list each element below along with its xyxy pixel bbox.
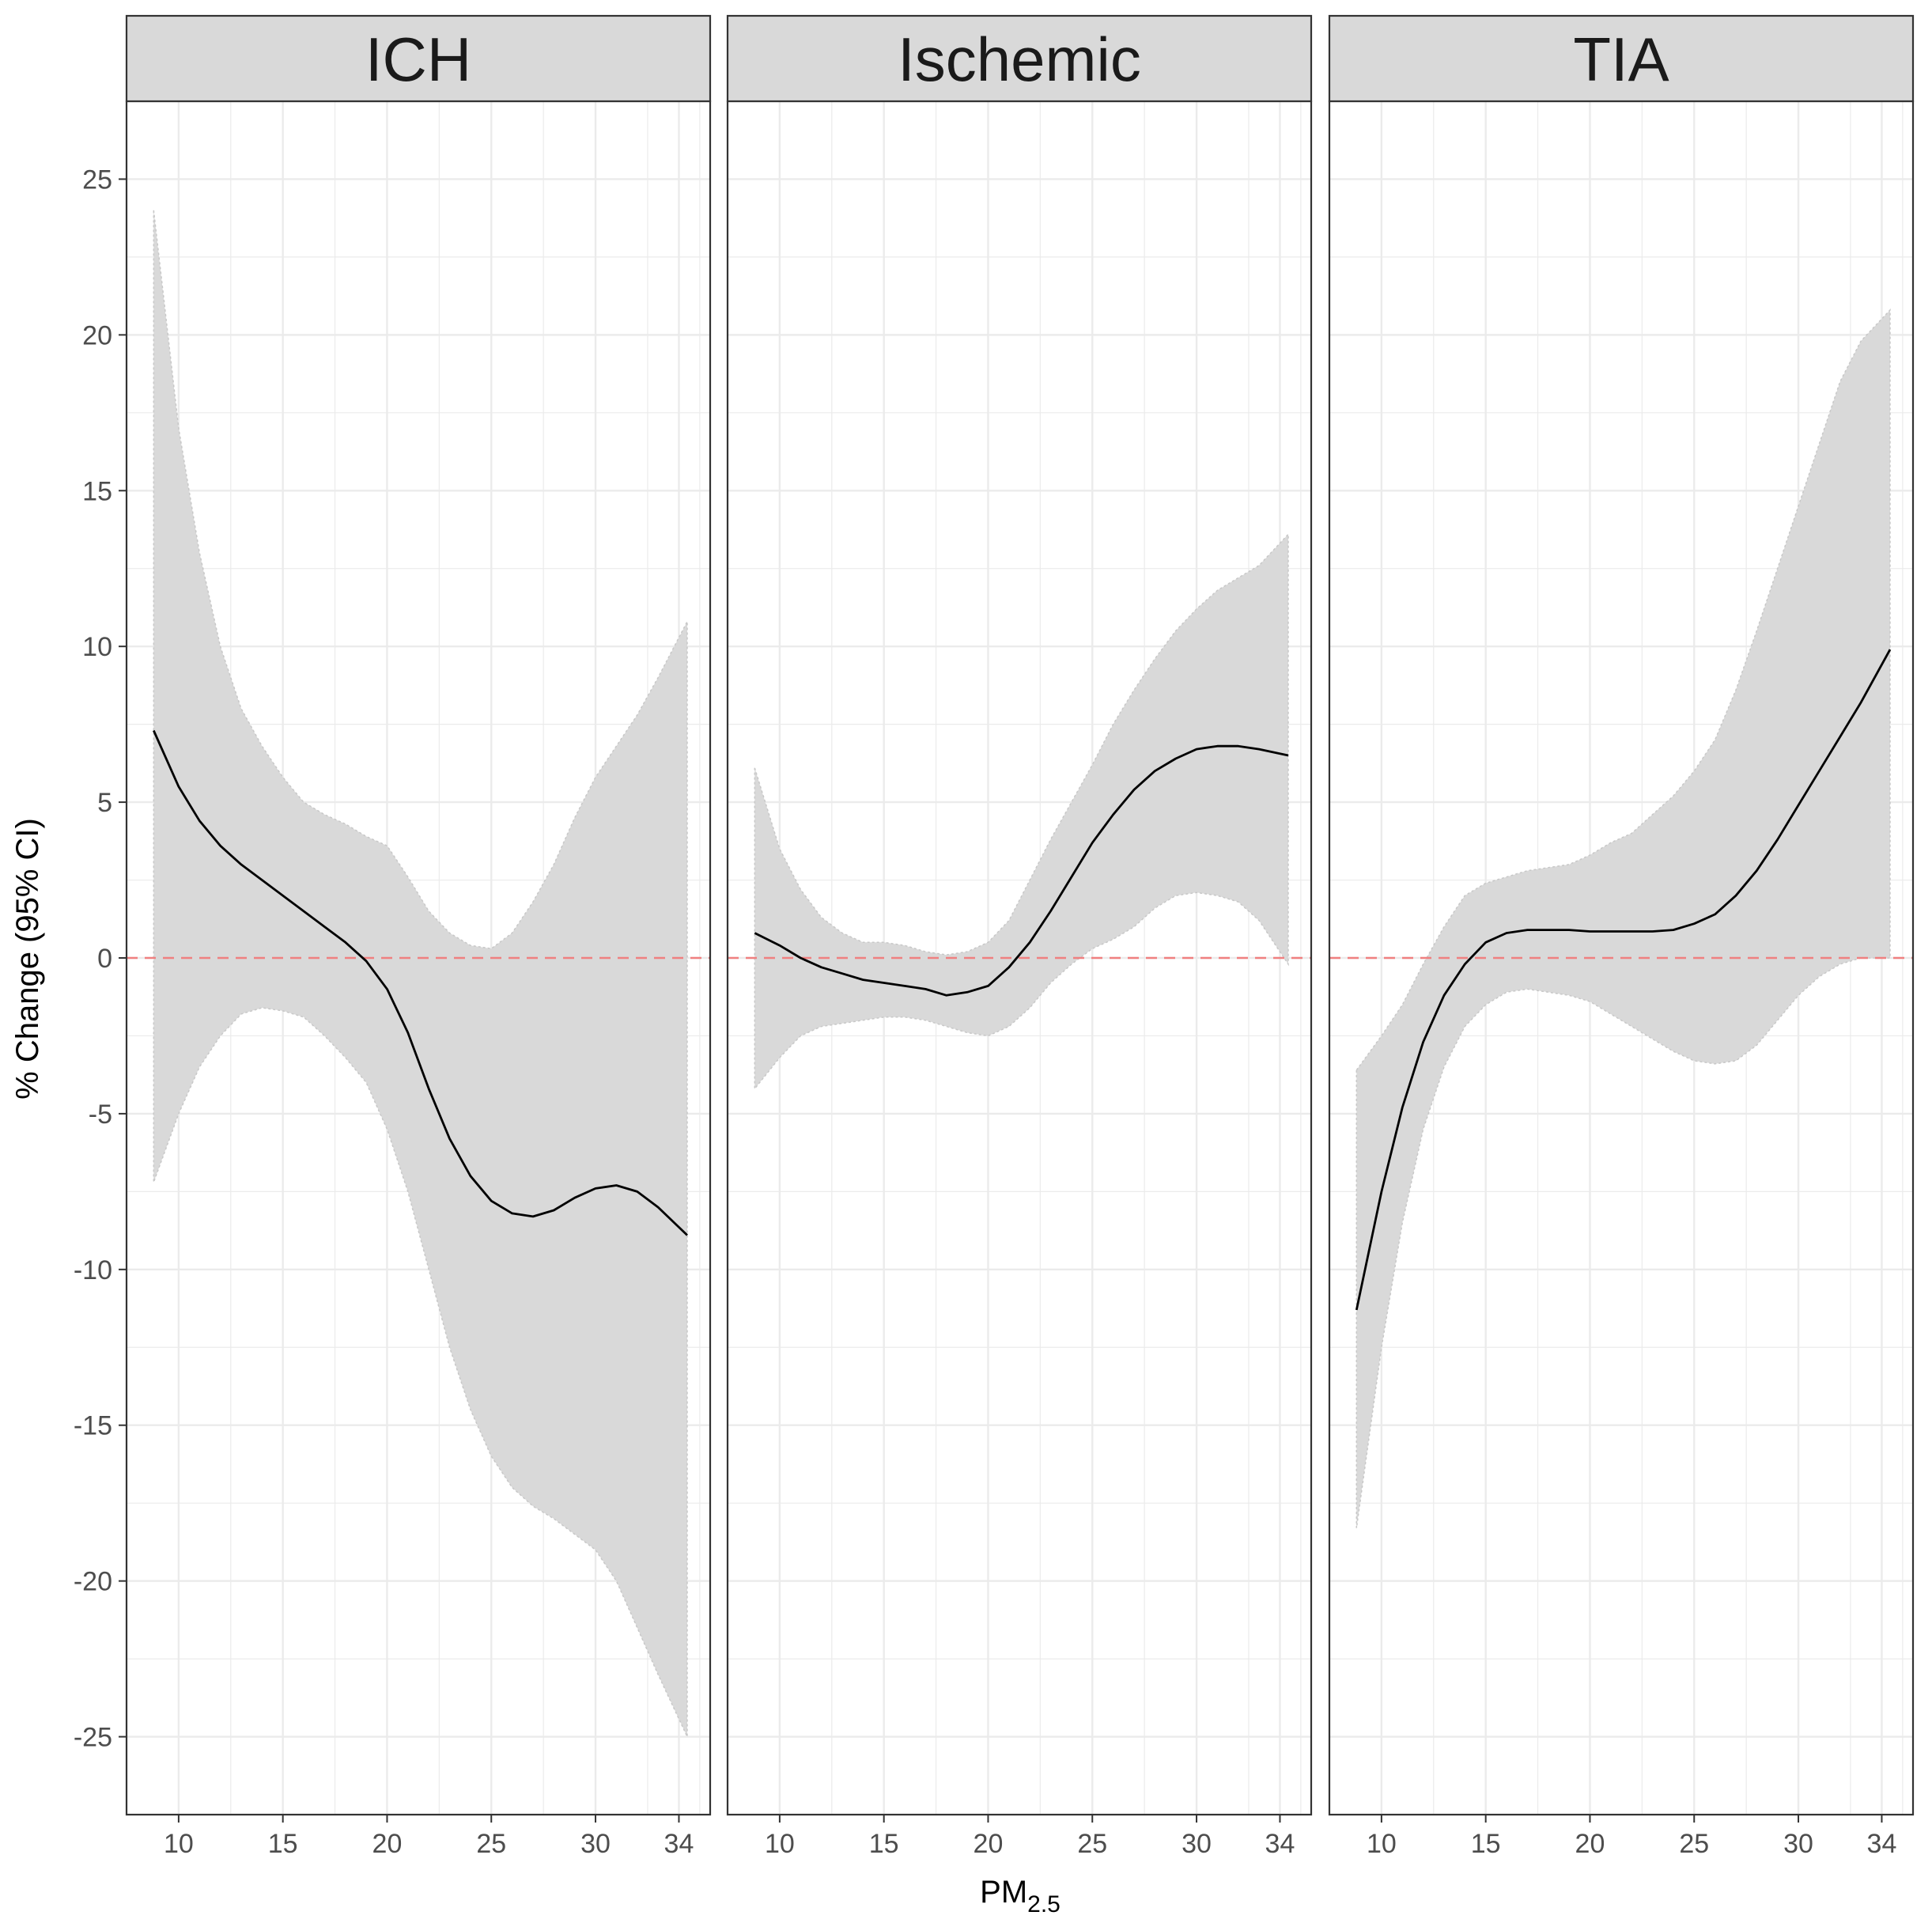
panel-ich: ICH 10 15 20 25 30 34 xyxy=(125,14,712,1859)
y-axis: 25 20 15 10 5 0 -5 -10 -15 -20 -25 xyxy=(74,165,127,1753)
x-tick-label: 20 xyxy=(372,1829,403,1859)
x-tick-label: 10 xyxy=(164,1829,194,1859)
x-tick-label: 25 xyxy=(1679,1829,1709,1859)
y-tick-label: -25 xyxy=(74,1723,112,1753)
facet-label-ich: ICH xyxy=(365,25,471,94)
facet-label-tia: TIA xyxy=(1573,25,1669,94)
x-tick-label: 34 xyxy=(1867,1829,1897,1859)
confidence-band xyxy=(1355,309,1891,1528)
series-line-tia xyxy=(1355,649,1892,1311)
y-tick-label: 5 xyxy=(97,788,112,818)
y-tick-label: 15 xyxy=(82,476,112,506)
y-tick-label: -20 xyxy=(74,1567,112,1597)
panels-group: ICH 10 15 20 25 30 34 Ischemic 10 15 20 25 30 34 TIA 10… xyxy=(125,14,1915,1859)
x-tick-label: 15 xyxy=(869,1829,899,1859)
x-axis-title: PM2.5 xyxy=(980,1875,1061,1917)
x-tick-label: 30 xyxy=(1783,1829,1813,1859)
series-line-ich xyxy=(153,729,688,1236)
facet-strip xyxy=(1328,14,1915,103)
y-tick-label: -5 xyxy=(89,1100,112,1130)
x-tick-label: 20 xyxy=(974,1829,1004,1859)
x-tick-label: 10 xyxy=(1367,1829,1397,1859)
y-axis-title: % Change (95% CI) xyxy=(10,818,45,1100)
x-tick-label: 10 xyxy=(765,1829,795,1859)
y-tick-label: 20 xyxy=(82,320,112,350)
facet-strip xyxy=(125,14,712,103)
x-axis-title-subscript: 2.5 xyxy=(1027,1891,1061,1917)
y-tick-label: 25 xyxy=(82,165,112,195)
x-tick-label: 25 xyxy=(476,1829,506,1859)
x-tick-label: 30 xyxy=(1182,1829,1212,1859)
y-tick-label: 0 xyxy=(97,944,112,974)
facet-label-ischemic: Ischemic xyxy=(898,25,1141,94)
x-tick-label: 25 xyxy=(1077,1829,1107,1859)
y-tick-label: -10 xyxy=(74,1255,112,1285)
x-tick-label: 34 xyxy=(664,1829,694,1859)
x-tick-label: 15 xyxy=(268,1829,298,1859)
x-tick-label: 30 xyxy=(580,1829,611,1859)
x-tick-label: 15 xyxy=(1471,1829,1501,1859)
panel-ischemic: Ischemic 10 15 20 25 30 34 xyxy=(726,14,1313,1859)
facet-strip xyxy=(726,14,1313,103)
confidence-band xyxy=(754,532,1289,1091)
y-tick-label: -15 xyxy=(74,1411,112,1441)
panel-tia: TIA 10 15 20 25 30 34 xyxy=(1328,14,1915,1859)
y-tick-label: 10 xyxy=(82,632,112,662)
x-tick-label: 34 xyxy=(1265,1829,1295,1859)
series-line-ischemic xyxy=(754,744,1289,997)
x-tick-label: 20 xyxy=(1575,1829,1605,1859)
confidence-band xyxy=(153,210,688,1737)
x-axis-title-main: PM xyxy=(980,1875,1027,1910)
